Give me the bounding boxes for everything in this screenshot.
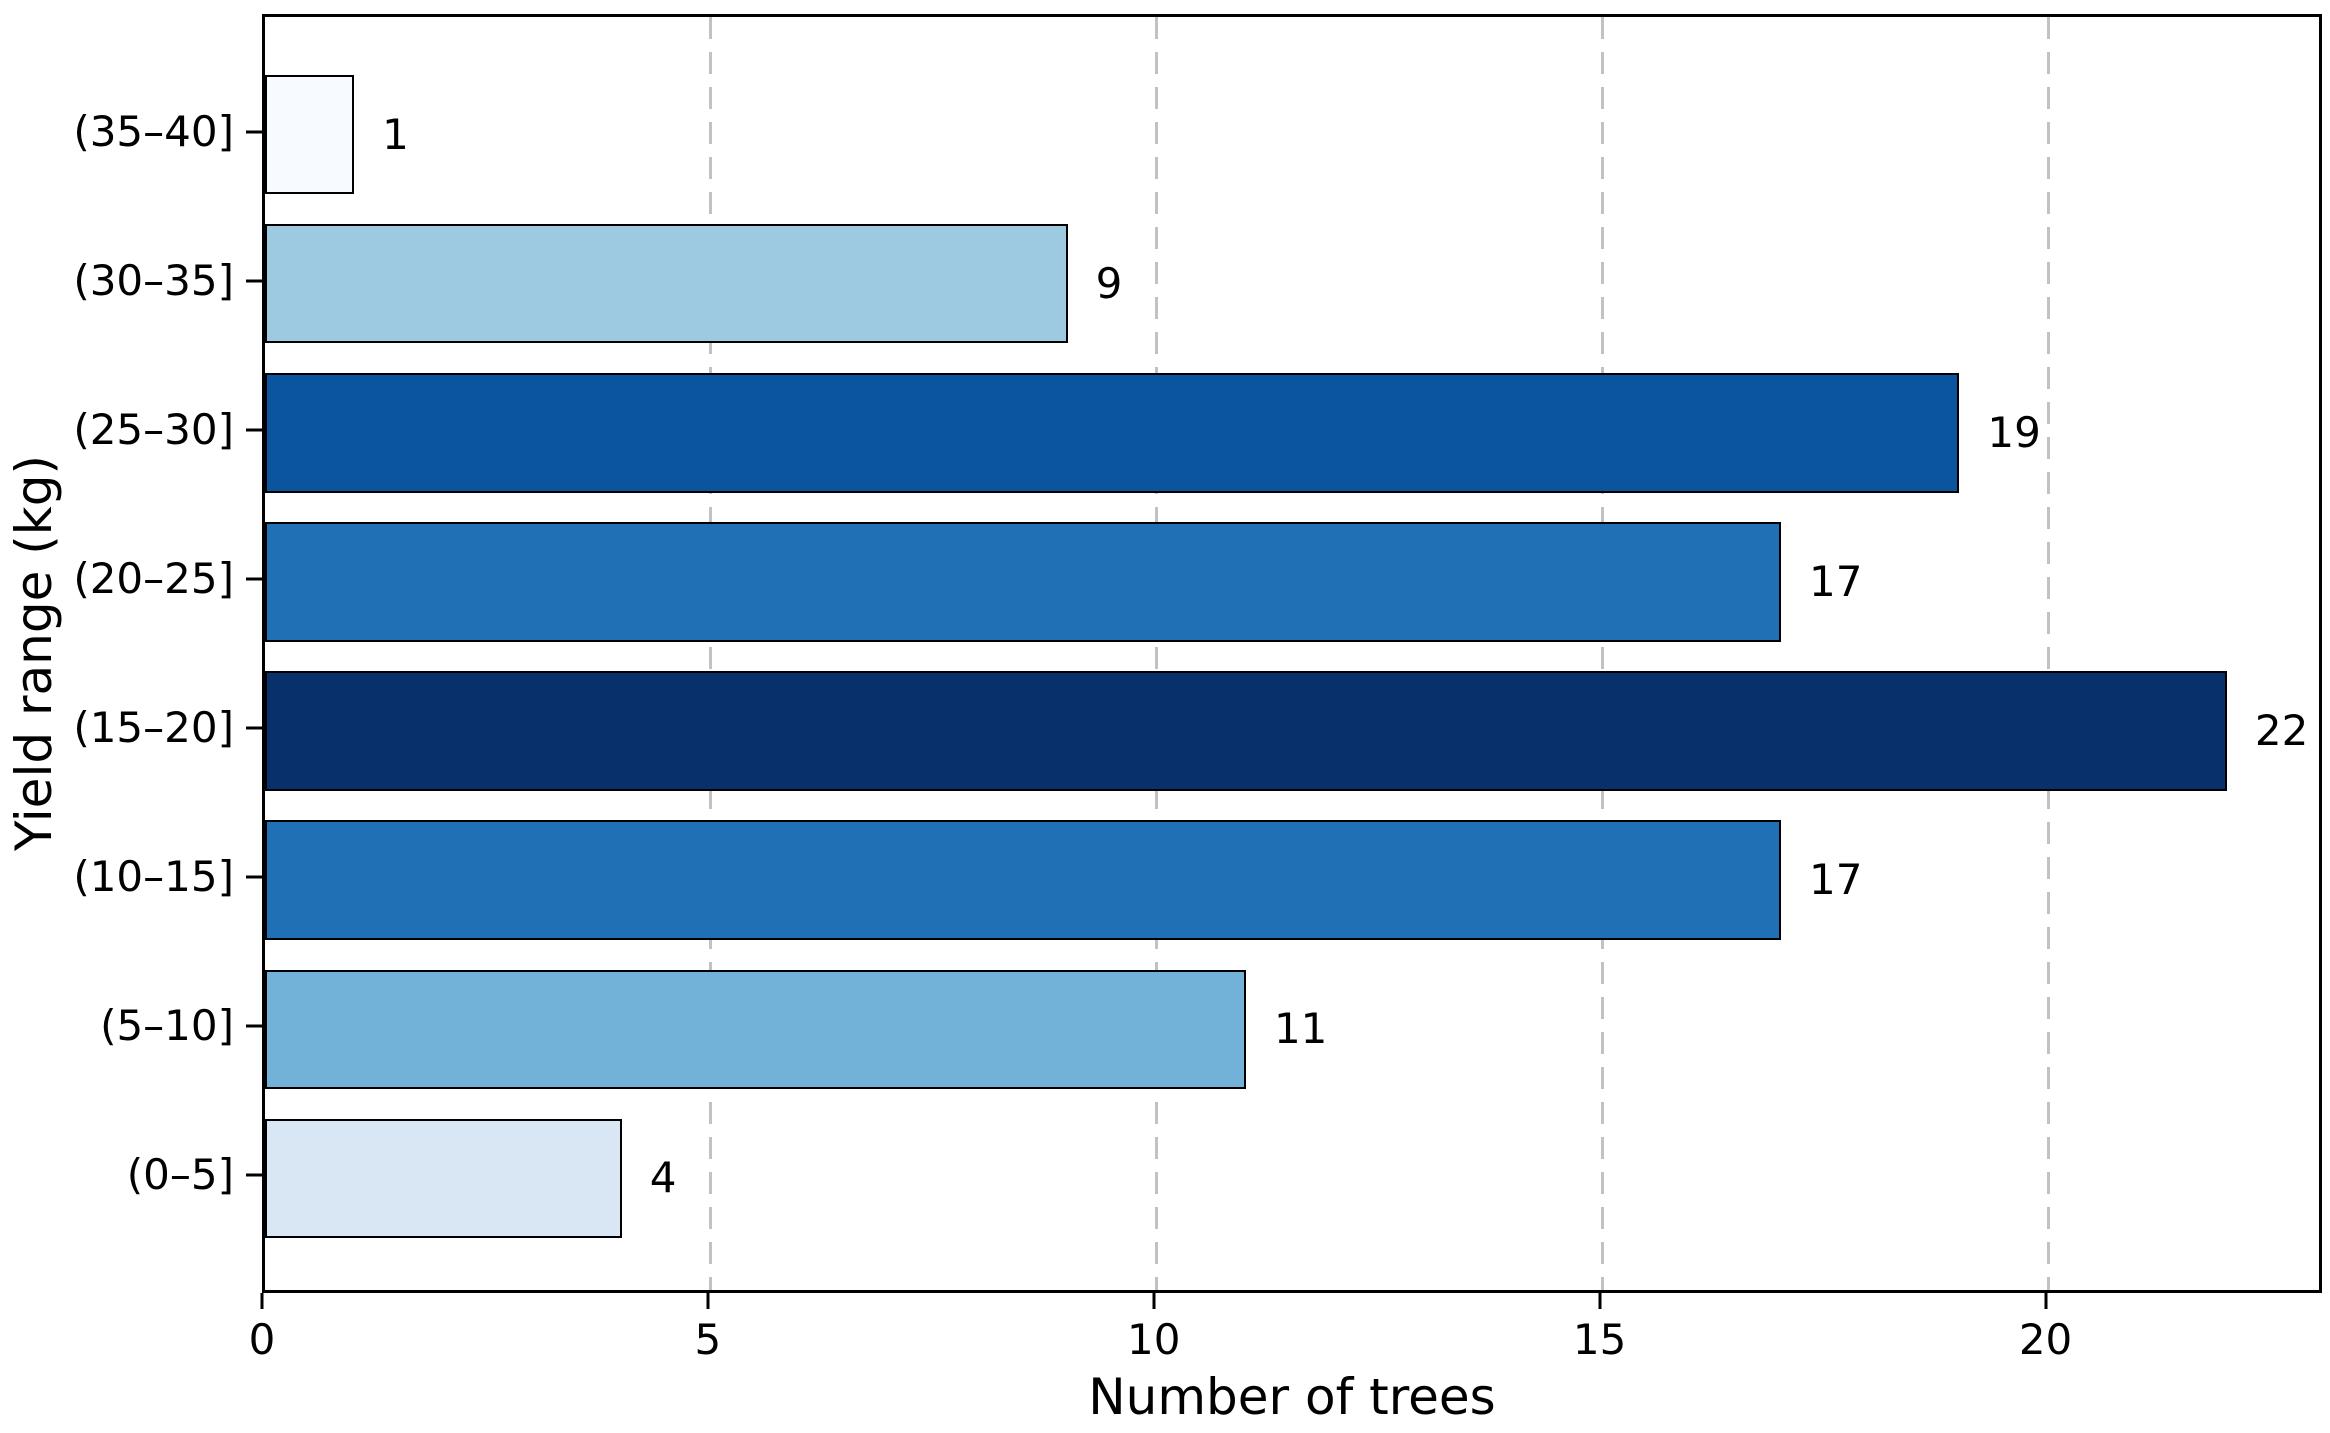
y-tick-label: (35–40] (73, 106, 234, 156)
plot-area: 1 9 19 17 22 17 11 4 (262, 14, 2322, 1293)
x-tick-label: 0 (248, 1315, 276, 1364)
bar-value-label: 1 (382, 109, 409, 159)
y-tick-mark (246, 130, 262, 134)
x-tick-mark (1152, 1293, 1156, 1309)
bar (265, 522, 1782, 642)
y-tick-label: (10–15] (73, 852, 234, 902)
bar-value-label: 9 (1095, 258, 1123, 308)
x-gridline (1155, 17, 1159, 1290)
bar-value-label: 4 (649, 1153, 677, 1203)
y-tick-mark (246, 726, 262, 730)
y-tick-mark (246, 875, 262, 879)
bar-value-label: 17 (1809, 556, 1863, 606)
y-tick-mark (246, 577, 262, 581)
y-tick-label: (30–35] (73, 255, 234, 305)
bar (265, 671, 2227, 791)
bar (265, 820, 1782, 940)
y-axis-title: Yield range (kg) (5, 455, 63, 851)
bar (265, 75, 355, 195)
x-tick-mark (1598, 1293, 1602, 1309)
y-tick-mark (246, 279, 262, 283)
bar (265, 224, 1068, 344)
x-tick-label: 15 (1572, 1315, 1627, 1364)
x-tick-label: 5 (694, 1315, 722, 1364)
bar-value-label: 17 (1809, 855, 1863, 905)
x-tick-mark (260, 1293, 264, 1309)
x-axis-title: Number of trees (1088, 1368, 1496, 1426)
x-tick-mark (2044, 1293, 2048, 1309)
y-tick-mark (246, 1173, 262, 1177)
y-tick-mark (246, 1024, 262, 1028)
y-tick-label: (15–20] (73, 703, 234, 753)
bar-value-label: 22 (2254, 706, 2309, 756)
x-gridline (1601, 17, 1605, 1290)
x-gridline (709, 17, 713, 1290)
x-gridline (2047, 17, 2051, 1290)
bar-value-label: 19 (1987, 407, 2041, 457)
y-tick-label: (20–25] (73, 553, 234, 603)
bar (265, 373, 1960, 493)
bar-value-label: 11 (1273, 1004, 1328, 1054)
x-tick-label: 20 (2018, 1315, 2073, 1364)
y-tick-label: (25–30] (73, 404, 234, 454)
y-tick-label: (5–10] (100, 1001, 234, 1051)
y-tick-mark (246, 428, 262, 432)
bar (265, 969, 1246, 1089)
x-tick-mark (706, 1293, 710, 1309)
x-tick-label: 10 (1127, 1315, 1181, 1364)
y-tick-label: (0–5] (126, 1150, 234, 1200)
bar (265, 1118, 622, 1238)
